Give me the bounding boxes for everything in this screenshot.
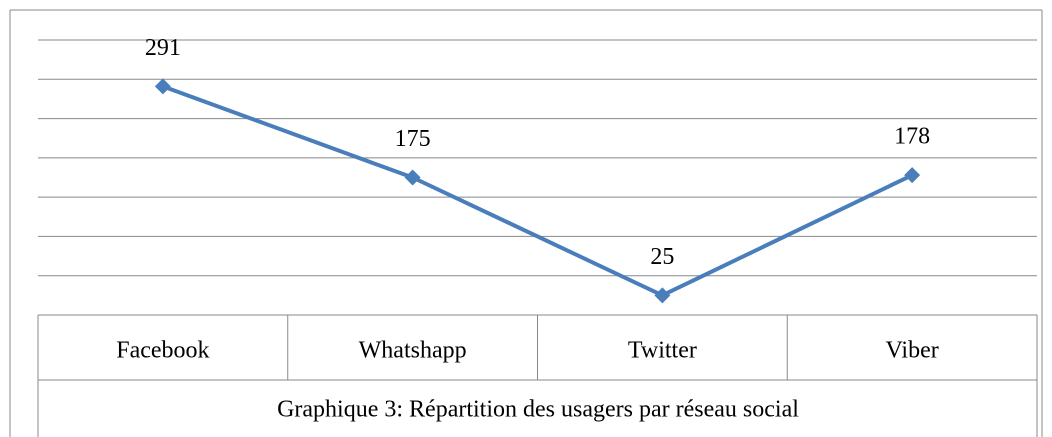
caption: Graphique 3: Répartition des usagers par… (277, 397, 799, 423)
x-tick-label: Viber (886, 338, 939, 364)
marker (904, 167, 921, 184)
data-label: 178 (894, 124, 930, 150)
x-tick-label: Twitter (628, 338, 697, 364)
data-label: 175 (395, 126, 431, 152)
marker (154, 78, 171, 95)
x-tick-label: Facebook (116, 338, 209, 364)
marker (654, 287, 671, 304)
data-label: 291 (145, 35, 181, 61)
x-tick-label: Whatshapp (359, 338, 467, 364)
data-label: 25 (650, 244, 674, 270)
line (162, 84, 913, 298)
marker (404, 169, 421, 186)
